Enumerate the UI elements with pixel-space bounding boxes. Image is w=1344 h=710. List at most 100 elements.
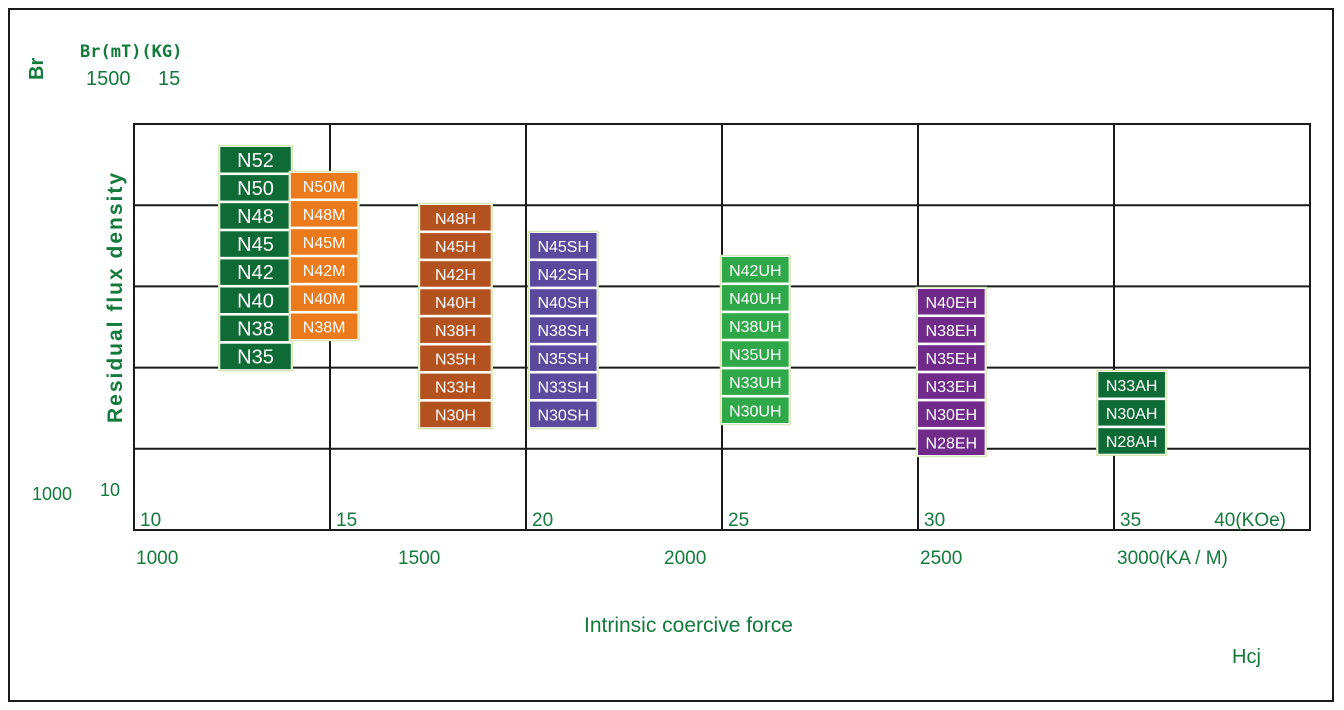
grade-box [722, 341, 789, 367]
x-tick-kam: 1000 [136, 548, 178, 569]
grade-label: N40UH [729, 291, 781, 308]
grade-label: N30SH [537, 407, 589, 424]
grade-box [420, 205, 491, 231]
grade-box [420, 317, 491, 343]
grade-label: N35 [237, 346, 274, 368]
grade-label: N42 [237, 262, 274, 284]
grade-label: N52 [237, 150, 274, 172]
grade-box [722, 313, 789, 339]
grade-label: N40M [303, 291, 346, 308]
grade-box [290, 313, 358, 339]
grade-box [420, 373, 491, 400]
grade-label: N45H [435, 239, 476, 256]
grade-box [1098, 400, 1165, 426]
grade-box [220, 231, 291, 257]
grade-box [220, 147, 291, 173]
grade-box [722, 369, 789, 395]
grade-label: N35SH [537, 351, 589, 368]
grade-label: N42H [435, 267, 476, 284]
grade-label: N38UH [729, 319, 781, 336]
grade-box [220, 175, 291, 201]
x-tick-koe: 30 [924, 510, 945, 531]
grade-box [722, 285, 789, 311]
grade-box [918, 401, 985, 427]
grade-label: N33UH [729, 375, 781, 392]
x-tick-koe: 15 [336, 510, 357, 531]
grade-box [529, 317, 597, 343]
grade-label: N48 [237, 206, 274, 228]
grade-label: N42UH [729, 263, 781, 280]
grade-label: N35H [435, 351, 476, 368]
grade-label: N42M [303, 263, 346, 280]
grade-label: N40 [237, 290, 274, 312]
grade-box [220, 315, 291, 342]
grade-label: N28EH [926, 435, 978, 452]
grade-label: N33EH [926, 379, 978, 396]
grade-box [420, 233, 491, 259]
br-units-label: Br(mT)(KG) [80, 42, 183, 62]
grade-label: N38M [303, 319, 346, 336]
grade-box [529, 345, 597, 371]
grade-box [529, 233, 597, 259]
grade-label: N30AH [1106, 406, 1158, 423]
br-top-kg: 15 [158, 68, 181, 90]
grade-label: N33SH [537, 379, 589, 396]
grade-label: N48H [435, 211, 476, 228]
grade-box [1098, 372, 1165, 398]
x-tick-koe: 20 [532, 510, 553, 531]
x-tick-kam: 2500 [920, 548, 962, 569]
x-tick-koe: 25 [728, 510, 749, 531]
grade-box [722, 397, 789, 423]
grade-box [290, 285, 358, 311]
grade-label: N28AH [1106, 434, 1158, 451]
grade-label: N30UH [729, 403, 781, 420]
grade-label: N40SH [537, 295, 589, 312]
grade-label: N33AH [1106, 378, 1158, 395]
grade-box [420, 289, 491, 315]
hcj-symbol: Hcj [1232, 646, 1261, 668]
grade-label: N30EH [926, 407, 978, 424]
grade-box [722, 257, 789, 283]
grade-box [220, 203, 291, 229]
grade-box [220, 259, 291, 285]
grade-label: N50M [303, 179, 346, 196]
grade-box [220, 343, 291, 370]
y-bottom-kg: 10 [100, 480, 121, 500]
grade-label: N38 [237, 318, 274, 340]
grade-label: N45M [303, 235, 346, 252]
grade-box [529, 261, 597, 287]
x-tick-kam: 2000 [664, 548, 706, 569]
grade-label: N40EH [926, 295, 978, 312]
grade-label: N50 [237, 178, 274, 200]
grade-label: N45 [237, 234, 274, 256]
grade-box [1098, 428, 1165, 454]
x-tick-kam: 3000(KA / M) [1117, 548, 1228, 569]
grade-box [290, 201, 358, 227]
grade-box [290, 229, 358, 255]
grade-box [918, 317, 985, 343]
grade-column-eh [915, 286, 987, 458]
grade-box [420, 345, 491, 371]
grade-column-m [288, 170, 360, 342]
grade-label: N38SH [537, 323, 589, 340]
grade-column-uh [719, 254, 791, 426]
grade-box [290, 257, 358, 283]
grade-box [529, 373, 597, 399]
grade-box [918, 429, 985, 455]
grade-box [290, 173, 358, 199]
grade-label: N35UH [729, 347, 781, 364]
x-tick-koe: 10 [140, 510, 161, 531]
grade-label: N40H [435, 295, 476, 312]
grade-label: N33H [435, 379, 476, 396]
grade-label: N35EH [926, 351, 978, 368]
grade-label: N38H [435, 323, 476, 340]
grade-box [420, 261, 491, 287]
grade-box [420, 401, 491, 428]
grade-box [529, 289, 597, 315]
br-top-mt: 1500 [86, 68, 131, 90]
grade-box [918, 373, 985, 399]
grade-box [918, 345, 985, 371]
grade-label: N38EH [926, 323, 978, 340]
x-tick-koe: 40(KOe) [1214, 510, 1286, 531]
